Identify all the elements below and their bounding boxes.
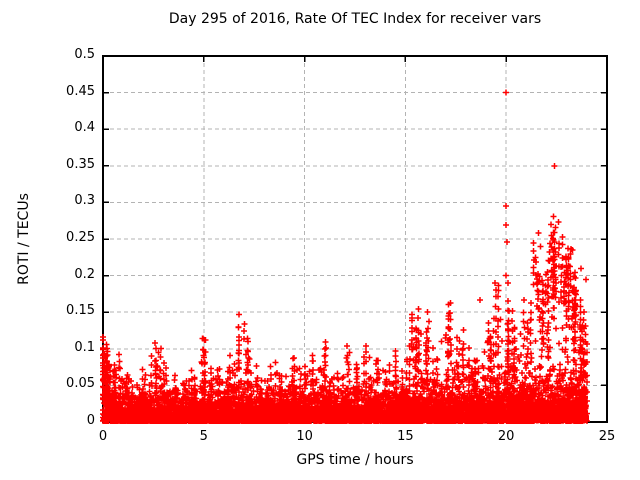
- y-tick-label: 0.25: [66, 230, 95, 245]
- y-tick-label: 0.5: [74, 47, 95, 62]
- y-tick-label: 0.15: [66, 303, 95, 319]
- x-tick-label: 20: [497, 429, 515, 444]
- gridlines: [103, 56, 607, 422]
- y-tick-label: 0: [86, 413, 95, 428]
- y-tick-label: 0.4: [74, 120, 95, 136]
- y-tick-label: 0.1: [74, 339, 95, 355]
- x-tick-label: 5: [199, 429, 208, 444]
- y-tick-label: 0.05: [66, 376, 95, 392]
- x-tick-label: 0: [98, 429, 108, 444]
- x-axis-label: GPS time / hours: [296, 452, 414, 468]
- y-tick-label: 0.45: [66, 83, 95, 99]
- y-tick-label: 0.2: [74, 266, 95, 282]
- x-tick-label: 25: [598, 429, 616, 444]
- y-tick-label: 0.35: [66, 156, 95, 172]
- chart-title: Day 295 of 2016, Rate Of TEC Index for r…: [168, 11, 542, 27]
- y-tick-label: 0.3: [74, 193, 95, 209]
- scatter-points: [100, 89, 590, 424]
- x-tick-label: 10: [296, 429, 313, 444]
- x-tick-label: 15: [397, 429, 414, 444]
